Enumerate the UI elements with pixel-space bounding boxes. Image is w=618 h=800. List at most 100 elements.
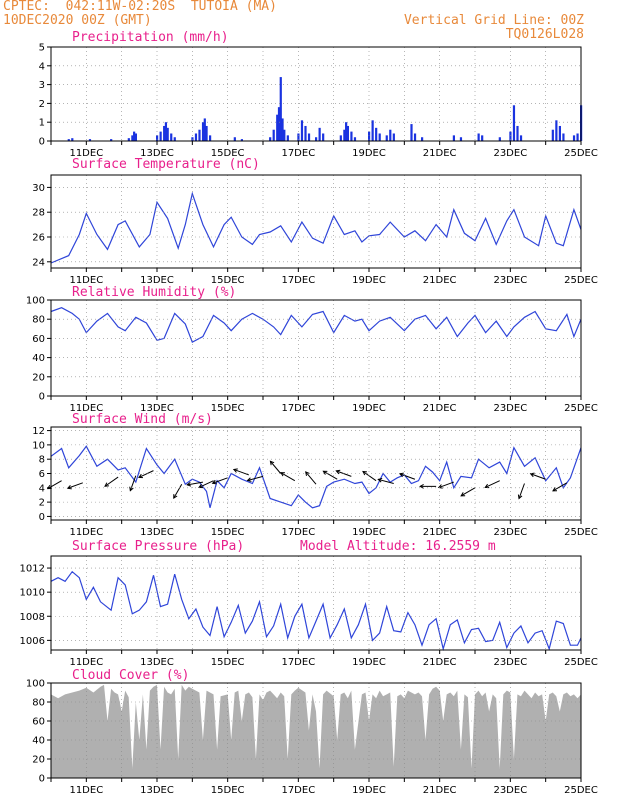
precip-bar: [164, 122, 168, 141]
wind-arrow-shaft: [552, 482, 568, 492]
wind-arrow: [437, 481, 454, 489]
wind-arrow-shaft: [269, 460, 282, 474]
wind-arrow: [186, 481, 204, 487]
y-tick-label: 1012: [20, 564, 45, 575]
x-tick-label: 23DEC: [493, 148, 527, 159]
precip-bar: [88, 139, 92, 141]
wind-arrow-head: [66, 484, 72, 490]
y-tick-label: 2: [39, 99, 45, 110]
panel-title: Cloud Cover (%): [72, 668, 189, 683]
x-tick-label: 15DEC: [211, 403, 245, 414]
x-tick-label: 25DEC: [564, 657, 598, 668]
precip-bar: [562, 133, 565, 141]
x-tick-label: 15DEC: [211, 148, 245, 159]
wind-arrow-head: [246, 477, 252, 482]
x-tick-label: 25DEC: [564, 527, 598, 538]
chart-panel-3: Relative Humidity (%) 0 20 40 60 80 100 11DEC 13…: [26, 285, 598, 414]
y-tick-label: 2: [39, 498, 45, 509]
x-tick-label: 21DEC: [423, 403, 457, 414]
y-tick-label: 12: [32, 426, 45, 437]
series-line: [50, 445, 582, 509]
precip-bar: [375, 127, 378, 141]
precip-bar: [269, 137, 272, 141]
y-tick-label: 4: [39, 61, 45, 72]
precip-bar: [283, 129, 286, 141]
chart-panel-4: Surface Wind (m/s) 0 2 4 6 8 10 12 11DEC 13DEC 15D…: [32, 412, 598, 538]
precip-bar: [240, 139, 243, 141]
panel-frame: [50, 174, 582, 269]
precip-bar: [159, 131, 162, 141]
y-tick-label: 4: [39, 483, 45, 494]
precip-bar: [203, 118, 206, 141]
wind-arrow: [198, 480, 214, 489]
y-tick-label: 28: [32, 208, 45, 219]
wind-arrow: [322, 470, 338, 480]
precip-bar: [459, 137, 463, 141]
precip-bar: [322, 133, 325, 141]
precip-bar: [371, 120, 374, 141]
x-tick-label: 17DEC: [281, 785, 315, 796]
wind-arrow: [246, 475, 264, 482]
precip-bar: [277, 107, 281, 141]
y-tick-label: 26: [32, 233, 45, 244]
x-tick-label: 11DEC: [69, 403, 103, 414]
x-tick-label: 17DEC: [281, 527, 315, 538]
y-tick-label: 1: [39, 118, 45, 129]
wind-arrow: [529, 472, 546, 480]
chart-panel-6: Cloud Cover (%) 0 20 40 60 80 100 11DEC 13DEC 15D…: [26, 668, 598, 796]
wind-arrow: [460, 487, 476, 497]
precip-bar: [368, 131, 371, 141]
y-tick-label: 0: [39, 774, 45, 785]
precip-bar: [551, 129, 554, 141]
precip-bar: [572, 135, 576, 141]
precip-bar: [345, 122, 348, 141]
wind-arrow-shaft: [438, 481, 454, 489]
wind-arrow: [419, 484, 437, 489]
y-tick-label: 8: [39, 455, 45, 466]
precip-bar: [555, 120, 558, 141]
precip-bar: [343, 129, 346, 141]
precip-bar: [127, 138, 130, 141]
y-tick-label: 0: [39, 392, 45, 403]
wind-arrow-head: [377, 477, 383, 483]
precip-bar: [392, 133, 395, 141]
wind-arrow-shaft: [233, 468, 250, 476]
wind-arrow-shaft: [518, 483, 525, 499]
panel-title: Precipitation (mm/h): [72, 30, 229, 45]
x-tick-label: 23DEC: [493, 657, 527, 668]
cloud-cover-area: [51, 684, 581, 778]
x-tick-label: 11DEC: [69, 785, 103, 796]
series-line: [50, 570, 582, 652]
x-tick-label: 17DEC: [281, 657, 315, 668]
wind-arrow-head: [211, 479, 217, 485]
y-tick-label: 30: [32, 183, 45, 194]
y-tick-label: 20: [32, 372, 45, 383]
x-tick-label: 13DEC: [140, 275, 174, 286]
x-tick-label: 21DEC: [423, 785, 457, 796]
wind-arrow: [138, 470, 154, 479]
precip-bar: [389, 129, 392, 141]
wind-arrow: [173, 483, 183, 499]
wind-arrow: [377, 477, 394, 484]
x-tick-label: 15DEC: [211, 657, 245, 668]
wind-arrow-head: [232, 468, 238, 473]
wind-arrow-shaft: [485, 480, 500, 488]
x-tick-label: 23DEC: [493, 403, 527, 414]
y-tick-label: 80: [32, 698, 45, 709]
precip-bar: [307, 133, 311, 141]
precip-bar: [300, 120, 304, 141]
wind-arrow-head: [186, 481, 192, 487]
precip-bar: [346, 125, 349, 141]
wind-arrow-shaft: [323, 470, 338, 480]
x-tick-label: 21DEC: [423, 527, 457, 538]
panel-title: Surface Wind (m/s): [72, 412, 213, 427]
x-tick-label: 19DEC: [352, 275, 386, 286]
y-tick-label: 80: [32, 315, 45, 326]
y-tick-label: 100: [26, 679, 45, 690]
y-tick-label: 0: [39, 512, 45, 523]
precip-bar: [110, 139, 113, 141]
precip-bar: [163, 125, 166, 141]
wind-arrow: [104, 476, 119, 487]
x-tick-label: 15DEC: [211, 785, 245, 796]
y-tick-label: 10: [32, 440, 45, 451]
